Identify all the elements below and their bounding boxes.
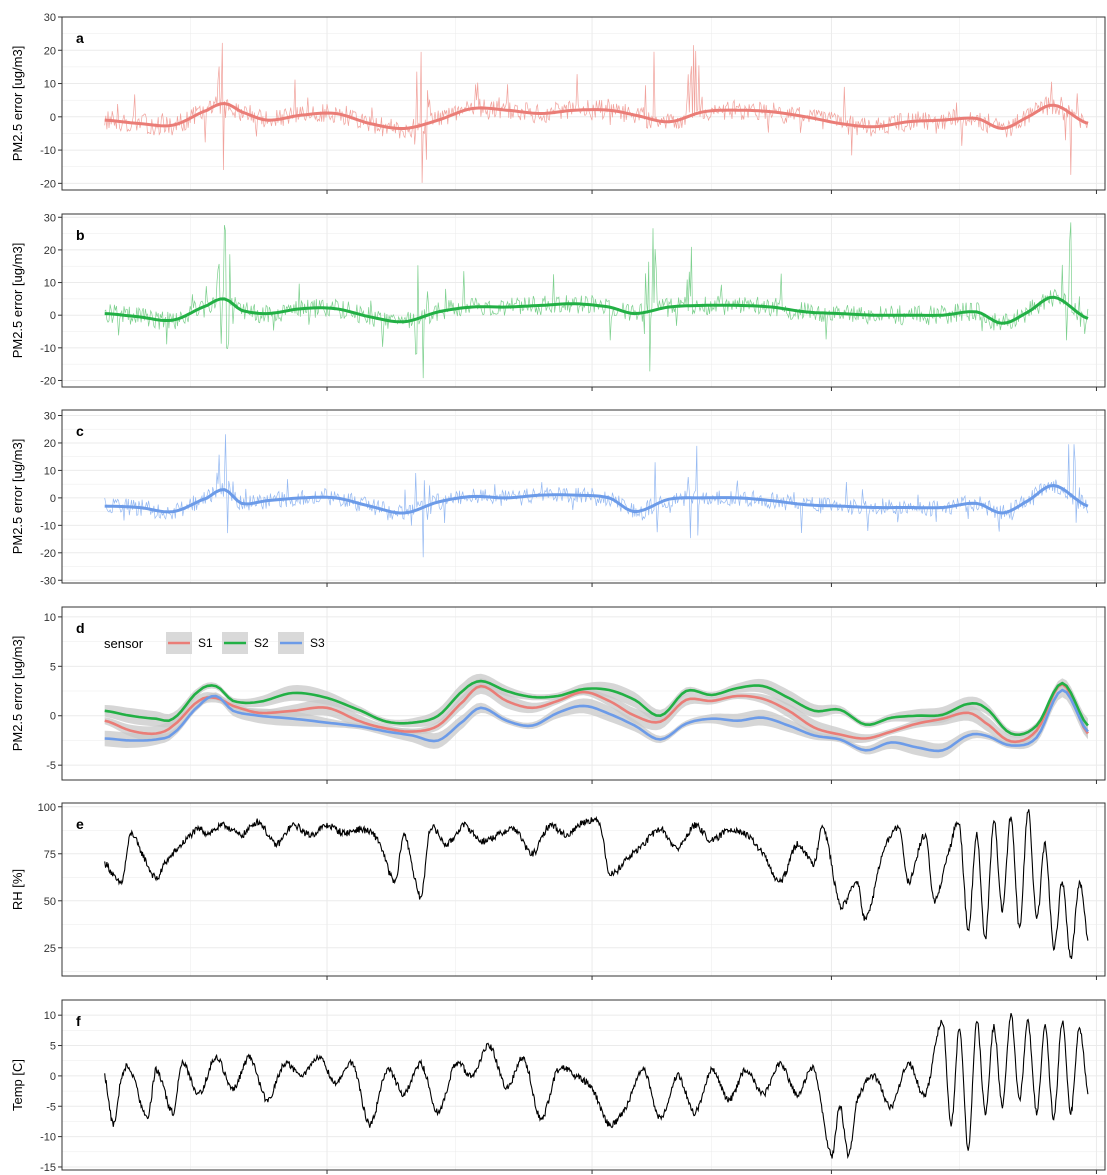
panel-tag: b [76,227,85,243]
y-tick-label: -10 [40,145,56,157]
y-tick-label: 0 [50,711,56,723]
y-tick-label: 20 [44,438,56,450]
data-layer [104,809,1089,960]
panel-b: -20 -10 0 10 20 30 PM2.5 error [ug/m3] b [10,212,1106,391]
y-tick-label: 5 [50,661,56,673]
y-tick-label: 10 [44,612,56,624]
panel-tag: d [76,620,85,636]
y-tick-label: -5 [46,1101,56,1113]
y-tick-label: 30 [44,12,56,24]
y-axis-title: PM2.5 error [ug/m3] [10,243,25,359]
y-tick-label: 0 [50,493,56,505]
y-tick-label: 75 [44,849,56,861]
y-tick-label: -20 [40,548,56,560]
smooth-series-line [104,484,1089,515]
legend-label-S2: S2 [254,636,269,650]
y-tick-label: 0 [50,1071,56,1083]
y-tick-label: 5 [50,1041,56,1053]
panel-border [61,999,1106,1171]
series-line [104,1013,1089,1160]
data-layer [104,673,1089,759]
y-axis-title: PM2.5 error [ug/m3] [10,46,25,162]
data-layer [104,1013,1089,1160]
legend-title: sensor [104,636,144,651]
smooth-series-line [104,295,1089,325]
series-line-S2 [104,679,1089,737]
y-tick-label: 0 [50,112,56,124]
legend-label-S3: S3 [310,636,325,650]
y-tick-label: 10 [44,465,56,477]
panel-border [61,606,1106,781]
y-tick-label: 20 [44,245,56,257]
panel-d: sensor S1 S2 S3 -5 0 5 10 PM2.5 error [ug/m3] d [10,606,1106,784]
y-tick-label: -10 [40,343,56,355]
panel-tag: e [76,816,84,832]
y-tick-label: -10 [40,520,56,532]
y-tick-label: -20 [40,178,56,190]
y-tick-label: -5 [46,760,56,772]
series-line [104,809,1089,960]
panel-border [61,409,1106,584]
y-axis-title: RH [%] [10,869,25,910]
smooth-series-line [104,102,1089,130]
panel-border [61,213,1106,388]
confidence-band-S1 [104,678,1088,747]
y-tick-label: -30 [40,575,56,587]
data-layer [104,222,1089,379]
y-tick-label: 30 [44,410,56,422]
panel-tag: a [76,30,84,46]
y-tick-label: 10 [44,278,56,290]
y-tick-label: 10 [44,79,56,91]
panel-a: -20 -10 0 10 20 30 PM2.5 error [ug/m3] a [10,12,1106,194]
legend-label-S1: S1 [198,636,213,650]
panel-c: -30 -20 -10 0 10 20 30 PM2.5 error [ug/m3] c [10,409,1106,587]
y-tick-label: -20 [40,375,56,387]
panel-tag: f [76,1013,81,1029]
panel-e: 25 50 75 100 RH [%] e [10,802,1106,980]
y-tick-label: 0 [50,310,56,322]
y-tick-label: 20 [44,45,56,57]
panel-border [61,16,1106,191]
y-tick-label: 25 [44,943,56,955]
y-tick-label: -15 [40,1162,56,1174]
panel-tag: c [76,423,84,439]
y-tick-label: 30 [44,212,56,224]
data-layer [104,434,1089,558]
data-layer [104,42,1089,183]
y-tick-label: 10 [44,1010,56,1022]
series-line-S1 [104,682,1089,744]
plot-background [62,17,1105,190]
panel-border [61,802,1106,977]
legend: sensor S1 S2 S3 [104,632,325,654]
y-tick-label: -10 [40,1132,56,1144]
y-axis-title: PM2.5 error [ug/m3] [10,636,25,752]
y-tick-label: 100 [38,802,56,814]
y-axis-title: Temp [C] [10,1059,25,1111]
series-line-S3 [104,688,1089,753]
y-axis-title: PM2.5 error [ug/m3] [10,439,25,555]
confidence-band-S2 [104,673,1088,738]
panel-f: -15-10-50510JanFebMarAprTemp [C]f [10,999,1106,1174]
y-tick-label: 50 [44,896,56,908]
raw-series-line [104,222,1089,379]
plot-background [62,1000,1105,1170]
